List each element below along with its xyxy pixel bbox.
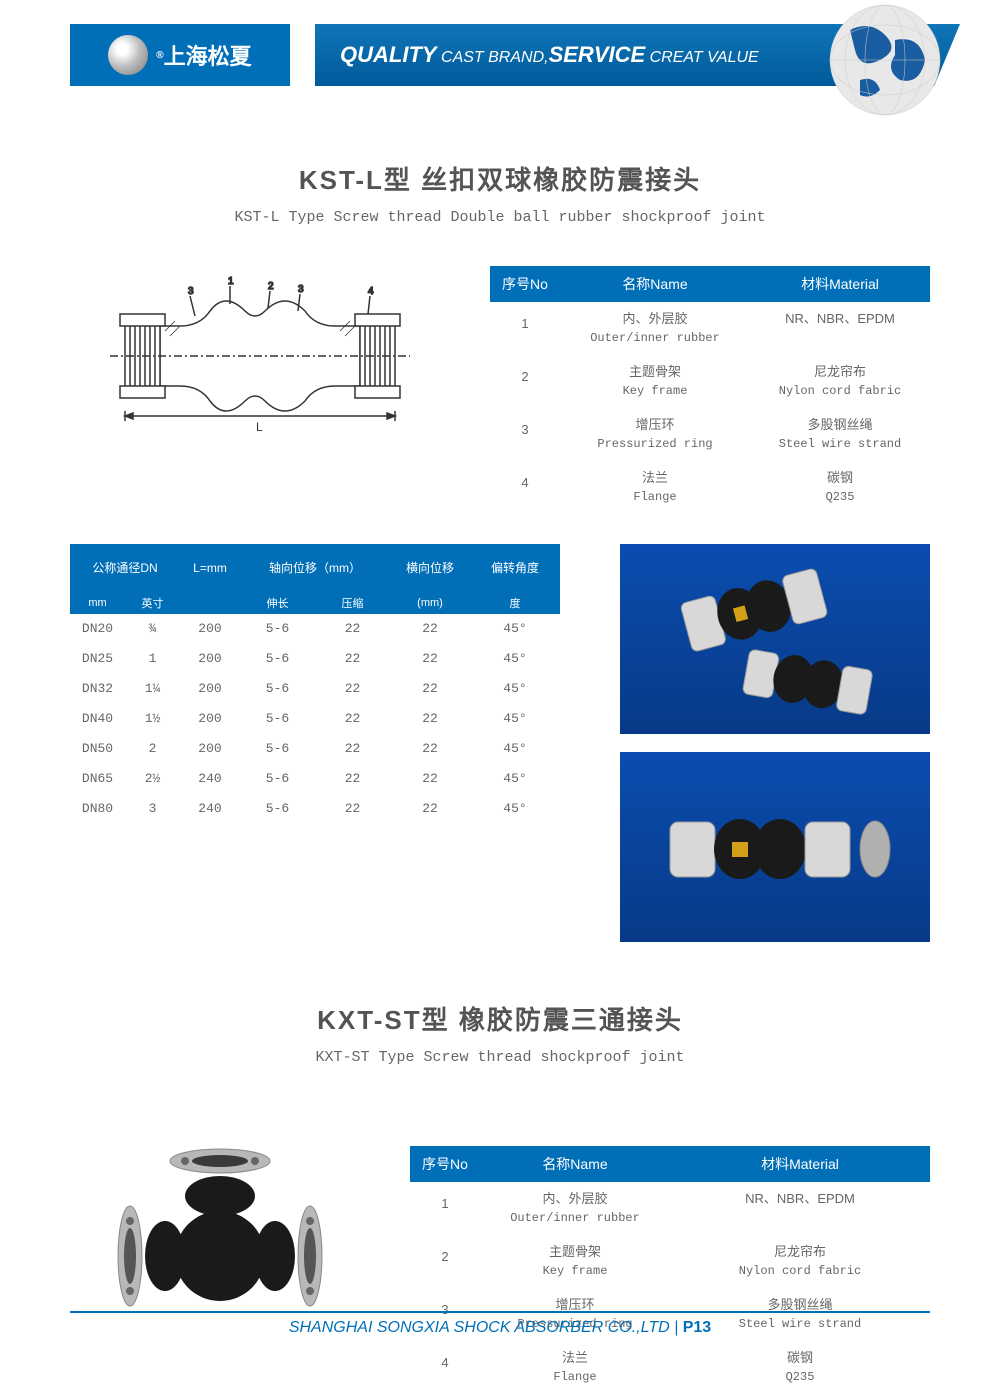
product1-subtitle: KST-L Type Screw thread Double ball rubb…	[70, 209, 930, 226]
material-row: 2主题骨架Key frame尼龙帘布Nylon cord fabric	[490, 355, 930, 408]
product2-title: KXT-ST型 橡胶防震三通接头	[70, 1000, 930, 1037]
material-table-header: 序号No 名称Name 材料Material	[410, 1146, 930, 1182]
material-row: 1内、外层胶Outer/inner rubberNR、NBR、EPDM	[410, 1182, 930, 1235]
svg-text:3: 3	[298, 284, 304, 295]
logo-icon	[108, 35, 148, 75]
product1-material-table: 序号No 名称Name 材料Material 1内、外层胶Outer/inner…	[490, 266, 930, 514]
spec-table-header: 公称通径DN L=mm 轴向位移（mm） 横向位移 偏转角度	[70, 544, 560, 592]
spec-row: DN2512005-6222245°	[70, 644, 560, 674]
product1-diagram: 3 1 2 3 4 L	[70, 266, 450, 456]
svg-text:2: 2	[268, 281, 274, 292]
product-photo-1	[620, 544, 930, 734]
spec-row: DN20¾2005-6222245°	[70, 614, 560, 644]
material-row: 1内、外层胶Outer/inner rubberNR、NBR、EPDM	[490, 302, 930, 355]
spec-row: DN8032405-6222245°	[70, 794, 560, 824]
material-table-header: 序号No 名称Name 材料Material	[490, 266, 930, 302]
logo-box: ® 上海松夏	[70, 24, 290, 86]
page-footer: SHANGHAI SONGXIA SHOCK ABSORBER CO.,LTD …	[70, 1311, 930, 1337]
page-header: ® 上海松夏 QUALITY CAST BRAND,SERVICE CREAT …	[0, 0, 1000, 110]
product1-photos	[620, 544, 930, 960]
material-row: 4法兰Flange碳钢Q235	[490, 461, 930, 514]
spec-row: DN321¼2005-6222245°	[70, 674, 560, 704]
material-row: 3增压环Pressurized ring多股钢丝绳Steel wire stra…	[490, 408, 930, 461]
svg-text:3: 3	[188, 286, 194, 297]
spec-row: DN401½2005-6222245°	[70, 704, 560, 734]
page-number: P13	[683, 1319, 711, 1336]
material-row: 2主题骨架Key frame尼龙帘布Nylon cord fabric	[410, 1235, 930, 1288]
spec-row: DN652½2405-6222245°	[70, 764, 560, 794]
svg-text:4: 4	[368, 286, 374, 297]
svg-text:L: L	[256, 420, 263, 434]
globe-icon	[810, 0, 960, 130]
company-name-cn: 上海松夏	[164, 39, 252, 71]
spec-row: DN5022005-6222245°	[70, 734, 560, 764]
page-content: KST-L型 丝扣双球橡胶防震接头 KST-L Type Screw threa…	[0, 110, 1000, 1394]
product-photo-2	[620, 752, 930, 942]
product1-spec-table: 公称通径DN L=mm 轴向位移（mm） 横向位移 偏转角度 mm 英寸 伸长 …	[70, 544, 560, 960]
footer-company: SHANGHAI SONGXIA SHOCK ABSORBER CO.,LTD	[289, 1319, 670, 1336]
product2-subtitle: KXT-ST Type Screw thread shockproof join…	[70, 1049, 930, 1066]
material-row: 4法兰Flange碳钢Q235	[410, 1341, 930, 1394]
svg-text:1: 1	[228, 276, 234, 287]
product1-title: KST-L型 丝扣双球橡胶防震接头	[70, 160, 930, 197]
spec-table-subheader: mm 英寸 伸长 压缩 (mm) 度	[70, 592, 560, 614]
